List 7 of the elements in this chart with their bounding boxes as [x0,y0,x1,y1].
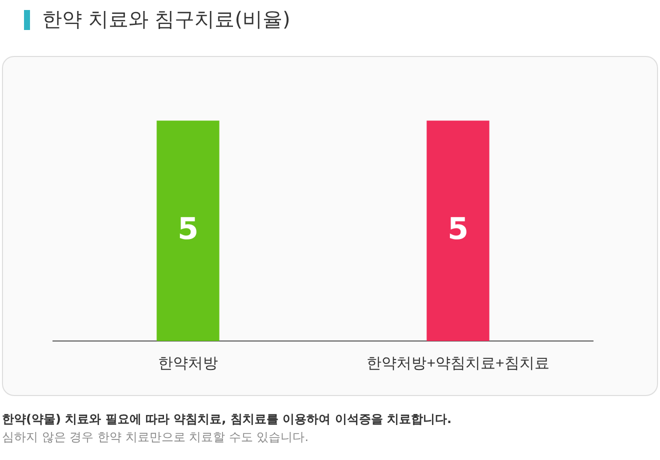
data-label: 5 [178,212,198,247]
text: 한약(약물) 치료와 필요에 따라 약침치료, 침치료를 이용하여 이석증을 치료합니다. [2,411,452,428]
x-tick-label: 한약처방 [158,355,218,372]
x-tick-label: 한약처방+약침치료+침치료 [366,355,550,372]
text: 심하지 않은 경우 한약 치료만으로 치료할 수도 있습니다. [2,429,310,446]
chart-title: 한약 치료와 침구치료(비율) [42,6,290,33]
data-label: 5 [448,212,468,247]
